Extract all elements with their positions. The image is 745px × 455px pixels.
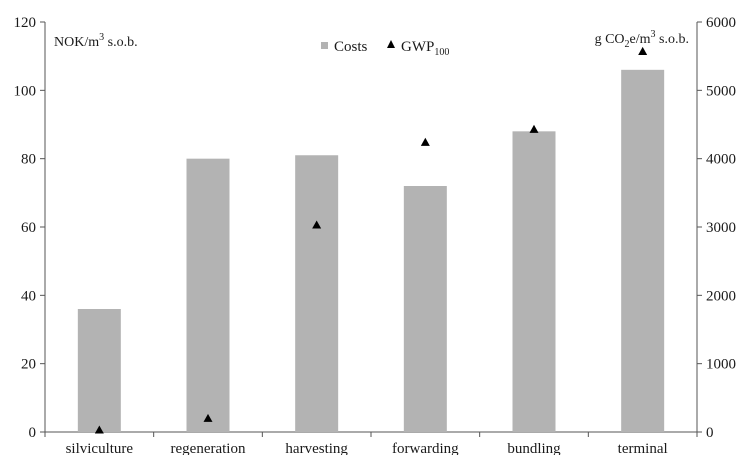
right-tick-label: 6000: [706, 15, 736, 31]
category-label: forwarding: [392, 441, 459, 455]
gwp-marker-terminal: [638, 46, 648, 55]
bar-bundling: [512, 131, 556, 433]
left-tick-label: 100: [14, 83, 37, 99]
bar-harvesting: [295, 155, 339, 432]
category-label: harvesting: [285, 441, 348, 455]
right-axis-unit-label: g CO2e/m3 s.o.b.: [595, 29, 689, 50]
legend: Costs GWP100: [321, 39, 449, 58]
left-tick-label: 80: [21, 152, 36, 168]
left-tick-label: 60: [21, 220, 36, 236]
bar-silviculture: [77, 309, 121, 432]
gwp-marker-forwarding: [420, 137, 430, 146]
left-unit-rest: s.o.b.: [104, 35, 137, 50]
right-unit-sup: 3: [651, 29, 656, 40]
left-axis-unit-label: NOK/m3 s.o.b.: [54, 32, 138, 50]
right-unit-rest: s.o.b.: [656, 32, 689, 47]
right-unit-sub: 2: [625, 39, 630, 50]
left-tick-label: 120: [14, 15, 37, 31]
right-unit-mid: e/m: [630, 32, 651, 47]
right-tick-label: 1000: [706, 357, 736, 373]
legend-gwp-triangle-icon: [387, 40, 395, 48]
category-labels: silviculture regeneration harvesting forwar…: [44, 432, 698, 455]
legend-gwp-sub: 100: [434, 47, 449, 58]
legend-costs-swatch: [321, 42, 328, 49]
left-unit-sup: 3: [99, 32, 104, 43]
left-tick-label: 40: [21, 288, 36, 304]
right-unit-main: g CO: [595, 32, 625, 47]
gwp-marker-regeneration: [203, 413, 213, 422]
legend-gwp-label: GWP100: [401, 39, 449, 58]
bars: [77, 69, 665, 433]
right-tick-label: 0: [706, 425, 714, 441]
right-ticks: 0 1000 2000 3000 4000 5000 6000: [697, 15, 736, 441]
left-tick-label: 20: [21, 357, 36, 373]
gwp-marker-silviculture: [94, 425, 104, 434]
left-ticks: 0 20 40 60 80 100 120: [14, 15, 45, 441]
left-tick-label: 0: [29, 425, 37, 441]
bar-terminal: [621, 69, 665, 432]
category-label: terminal: [618, 441, 668, 455]
bar-forwarding: [403, 186, 447, 432]
markers: [94, 46, 648, 434]
legend-costs-label: Costs: [334, 39, 368, 55]
right-tick-label: 2000: [706, 288, 736, 304]
gwp-marker-harvesting: [312, 220, 322, 229]
category-label: regeneration: [171, 441, 246, 455]
category-label: bundling: [507, 441, 561, 455]
left-unit-main: NOK/m: [54, 35, 99, 50]
legend-gwp-main: GWP: [401, 39, 434, 55]
right-tick-label: 5000: [706, 83, 736, 99]
category-label: silviculture: [66, 441, 134, 455]
bar-regeneration: [186, 158, 230, 432]
gwp-marker-bundling: [529, 124, 539, 133]
right-tick-label: 3000: [706, 220, 736, 236]
right-tick-label: 4000: [706, 152, 736, 168]
